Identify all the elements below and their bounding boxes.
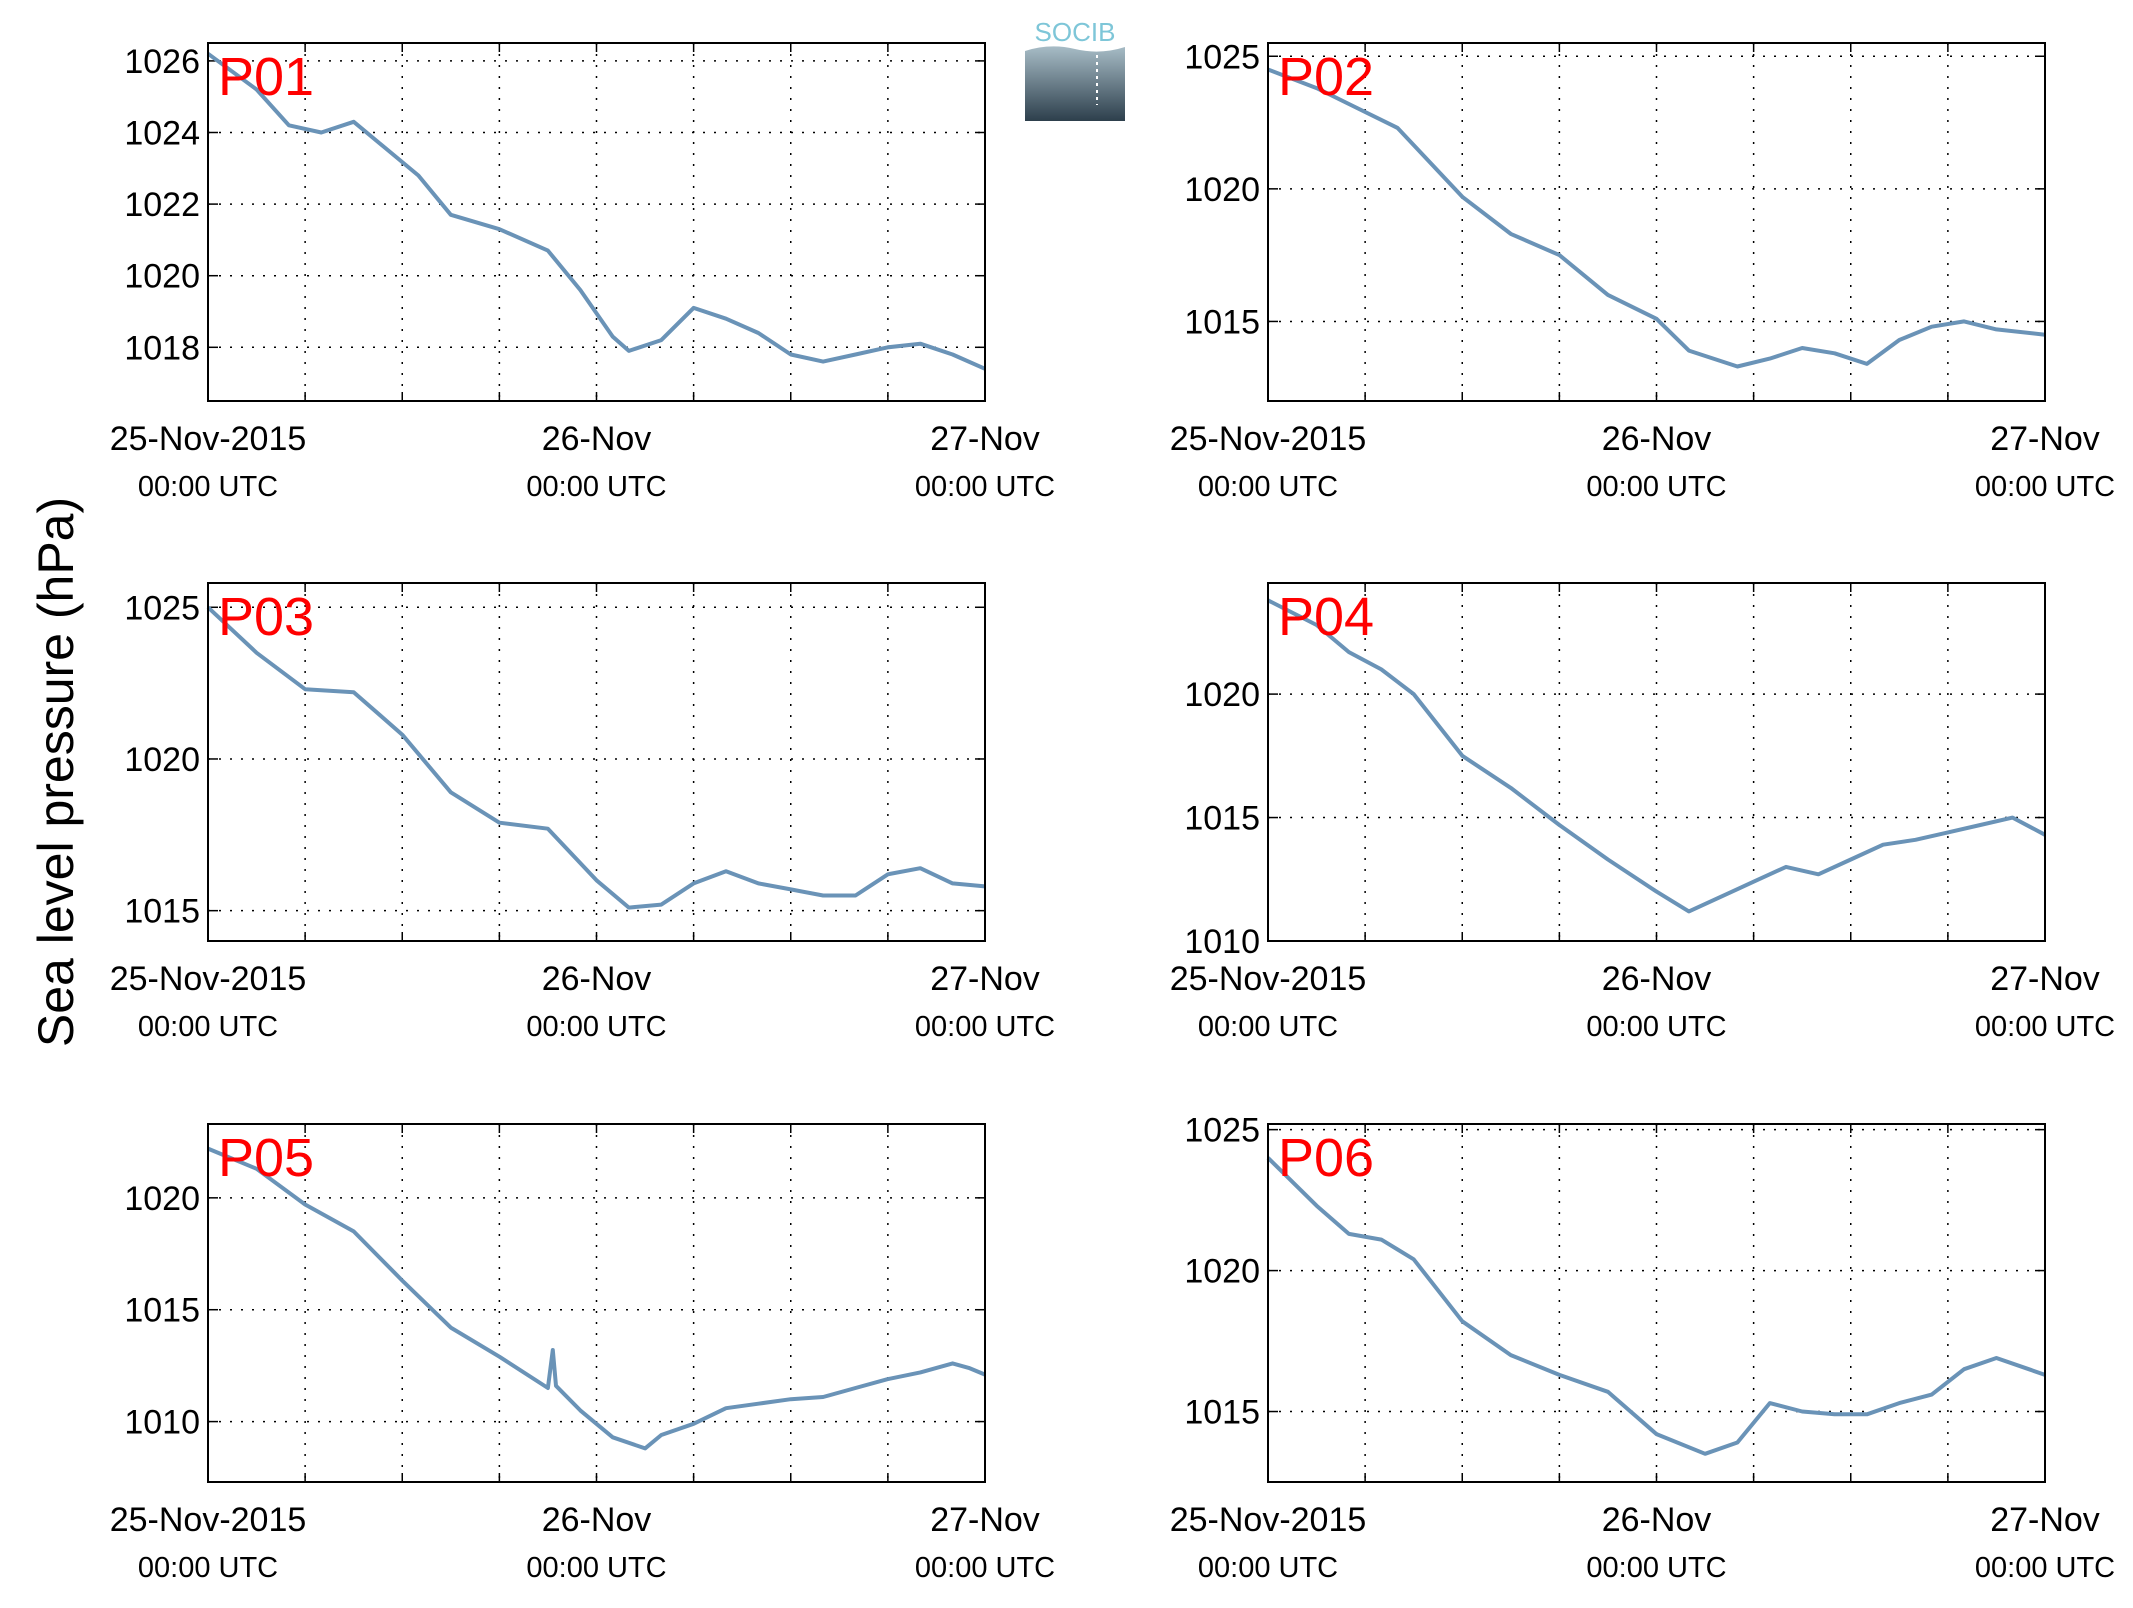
x-tick-sublabel: 00:00 UTC	[915, 471, 1055, 503]
y-tick-label: 1025	[124, 589, 200, 627]
x-tick-sublabel: 00:00 UTC	[1198, 1552, 1338, 1584]
y-tick-label: 1010	[124, 1404, 200, 1442]
x-tick-label: 26-Nov	[542, 960, 652, 998]
plot-frame	[207, 582, 986, 942]
x-tick-label: 27-Nov	[1990, 960, 2100, 998]
station-label: P03	[218, 587, 314, 647]
socib-logo: SOCIB	[1025, 15, 1125, 121]
x-tick-sublabel: 00:00 UTC	[1198, 471, 1338, 503]
y-tick-label: 1020	[1184, 171, 1260, 209]
series-line-p03	[206, 605, 986, 910]
panel-p02: 1015 1020 1025 25-Nov-2015 00:00 UTC 26-Nov 00…	[1170, 38, 2115, 503]
y-tick-label: 1020	[1184, 1253, 1260, 1291]
x-tick-label: 27-Nov	[930, 1501, 1040, 1539]
x-tick-label: 25-Nov-2015	[110, 960, 307, 998]
panel-p06: 1015 1020 1025 25-Nov-2015 00:00 UTC 26-Nov 00…	[1170, 1112, 2115, 1584]
x-tick-sublabel: 00:00 UTC	[526, 1552, 666, 1584]
x-tick-sublabel: 00:00 UTC	[138, 1011, 278, 1043]
panel-p03: 1015 1020 1025 25-Nov-2015 00:00 UTC 26-Nov 00…	[110, 582, 1055, 1043]
y-tick-label: 1024	[124, 115, 200, 153]
x-tick-label: 25-Nov-2015	[1170, 1501, 1367, 1539]
x-tick-label: 26-Nov	[1602, 960, 1712, 998]
x-tick-label: 25-Nov-2015	[110, 1501, 307, 1539]
x-tick-sublabel: 00:00 UTC	[1975, 1552, 2115, 1584]
x-tick-sublabel: 00:00 UTC	[915, 1552, 1055, 1584]
y-tick-label: 1025	[1184, 1112, 1260, 1150]
station-label: P04	[1278, 587, 1374, 647]
y-tick-label: 1026	[124, 43, 200, 81]
svg-text:SOCIB: SOCIB	[1035, 17, 1116, 47]
x-tick-label: 26-Nov	[542, 420, 652, 458]
panel-p04: 1010 1015 1020 25-Nov-2015 00:00 UTC 26-Nov 00…	[1170, 582, 2115, 1043]
x-tick-sublabel: 00:00 UTC	[1975, 471, 2115, 503]
x-tick-label: 27-Nov	[930, 420, 1040, 458]
x-tick-sublabel: 00:00 UTC	[915, 1011, 1055, 1043]
station-label: P05	[218, 1128, 314, 1188]
panel-p05: 1010 1015 1020 25-Nov-2015 00:00 UTC 26-Nov 00…	[110, 1123, 1055, 1584]
plot-frame	[1267, 1123, 2046, 1483]
x-tick-sublabel: 00:00 UTC	[1975, 1011, 2115, 1043]
x-tick-label: 27-Nov	[1990, 1501, 2100, 1539]
socib-logo-icon: SOCIB	[1025, 17, 1125, 121]
series-line-p04	[1267, 598, 2046, 914]
x-tick-label: 27-Nov	[930, 960, 1040, 998]
plot-frame	[1267, 42, 2046, 402]
x-tick-label: 26-Nov	[1602, 420, 1712, 458]
station-label: P02	[1278, 47, 1374, 107]
plot-frame	[207, 1123, 986, 1483]
x-tick-sublabel: 00:00 UTC	[138, 471, 278, 503]
x-tick-sublabel: 00:00 UTC	[526, 1011, 666, 1043]
y-tick-label: 1018	[124, 329, 200, 367]
y-tick-label: 1025	[1184, 38, 1260, 76]
x-tick-label: 25-Nov-2015	[110, 420, 307, 458]
plot-frame	[1267, 582, 2046, 942]
series-line-p05	[207, 1146, 986, 1451]
y-tick-label: 1020	[124, 1180, 200, 1218]
x-tick-sublabel: 00:00 UTC	[138, 1552, 278, 1584]
x-tick-sublabel: 00:00 UTC	[1198, 1011, 1338, 1043]
station-label: P01	[218, 47, 314, 107]
x-tick-label: 25-Nov-2015	[1170, 960, 1367, 998]
x-tick-label: 26-Nov	[542, 1501, 652, 1539]
x-tick-sublabel: 00:00 UTC	[526, 471, 666, 503]
x-tick-sublabel: 00:00 UTC	[1586, 471, 1726, 503]
y-tick-label: 1010	[1184, 923, 1260, 961]
y-tick-label: 1020	[124, 741, 200, 779]
series-line-p06	[1266, 1156, 2046, 1456]
y-tick-label: 1020	[1184, 676, 1260, 714]
y-tick-label: 1015	[124, 893, 200, 931]
y-tick-label: 1015	[1184, 800, 1260, 838]
x-tick-label: 25-Nov-2015	[1170, 420, 1367, 458]
y-tick-label: 1020	[124, 258, 200, 296]
x-tick-label: 26-Nov	[1602, 1501, 1712, 1539]
plot-frame	[207, 42, 986, 402]
series-line-p01	[206, 52, 986, 371]
y-tick-label: 1022	[124, 186, 200, 224]
station-label: P06	[1278, 1128, 1374, 1188]
x-tick-sublabel: 00:00 UTC	[1586, 1011, 1726, 1043]
panel-p01: 1018 1020 1022 1024 1026 25-Nov-2015 00:00 UTC…	[110, 42, 1055, 503]
x-tick-label: 27-Nov	[1990, 420, 2100, 458]
series-line-p02	[1267, 67, 2046, 369]
y-tick-label: 1015	[1184, 1394, 1260, 1432]
y-tick-label: 1015	[124, 1292, 200, 1330]
x-tick-sublabel: 00:00 UTC	[1586, 1552, 1726, 1584]
y-tick-label: 1015	[1184, 303, 1260, 341]
